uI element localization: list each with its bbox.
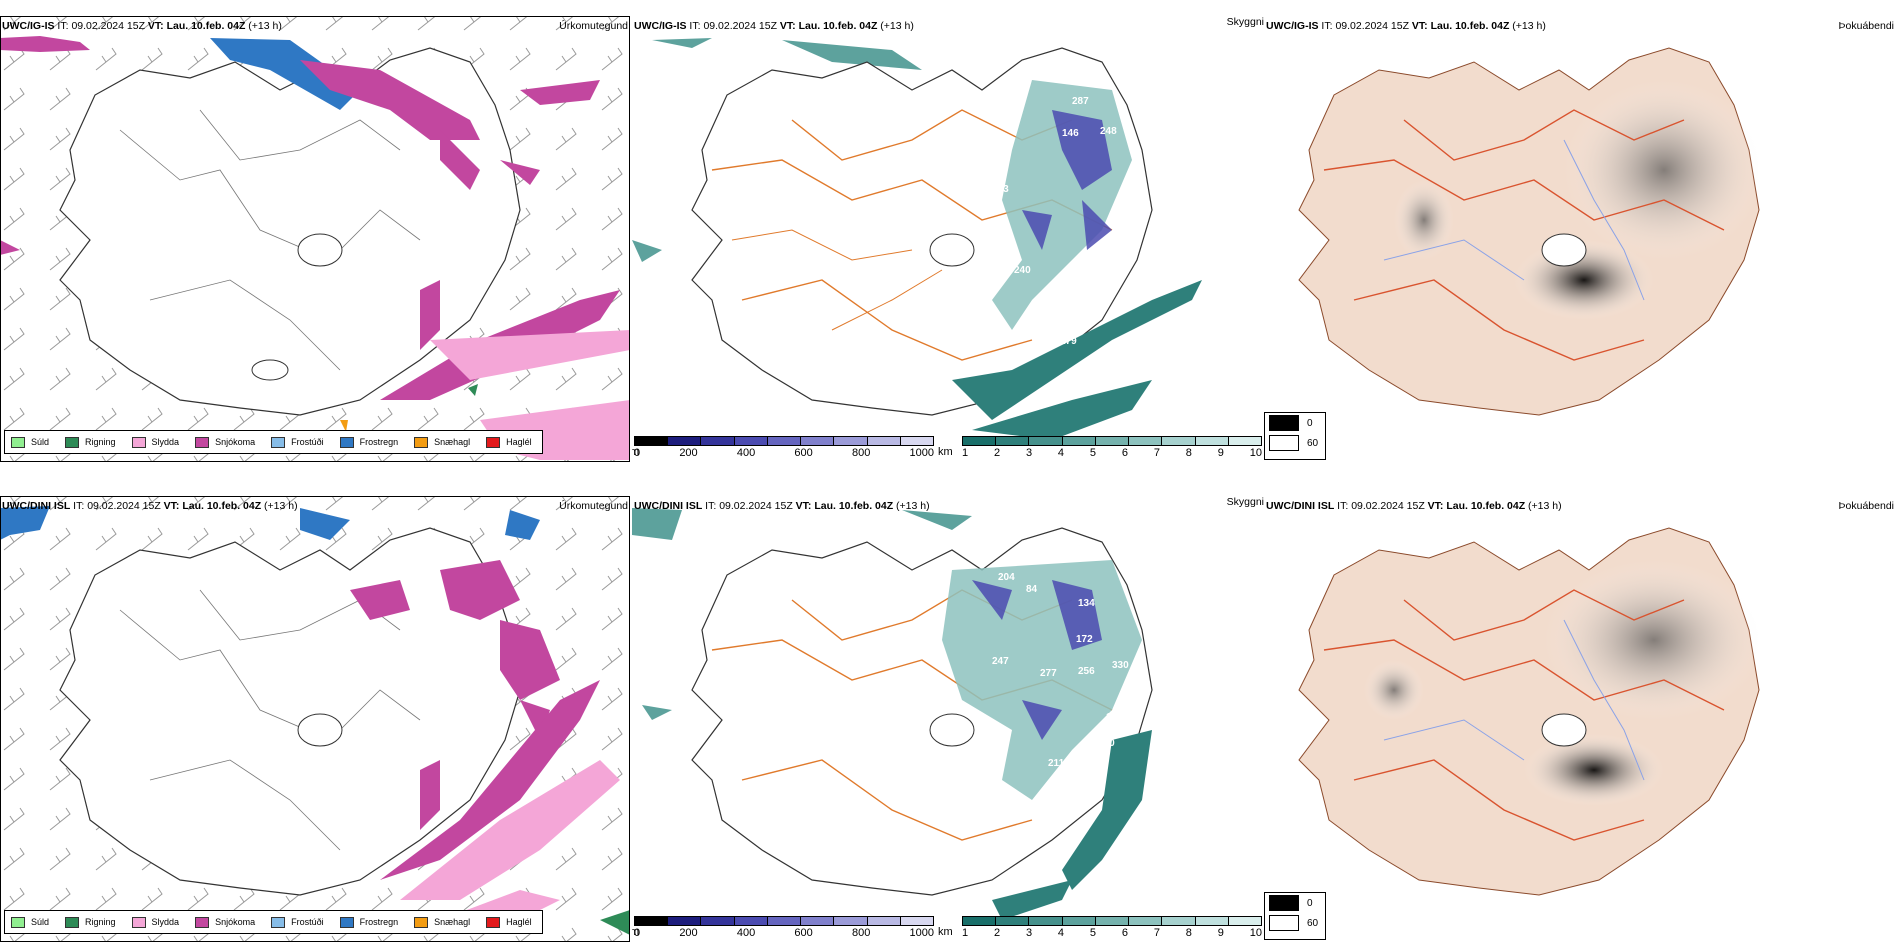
legend-swatch — [195, 436, 210, 448]
precip-type-map — [0, 497, 630, 941]
panel-visibility-top: UWC/IG-IS IT: 09.02.2024 15Z VT: Lau. 10… — [632, 0, 1264, 470]
panel-precip-type-bottom: UWC/DINI ISL IT: 09.02.2024 15Z VT: Lau.… — [0, 480, 632, 950]
panel-title: Skyggni — [1226, 16, 1264, 28]
legend-swatch — [271, 916, 286, 928]
legend-swatch — [486, 916, 501, 928]
panel-visibility-bottom: UWC/DINI ISL IT: 09.02.2024 15Z VT: Lau.… — [632, 480, 1264, 950]
fog-legend-top: 0 60 — [1264, 412, 1326, 460]
panel-title: Þokuábendi — [1838, 20, 1894, 32]
precip-type-legend: Súld Rigning Slydda Snjókoma Frostúði Fr… — [4, 430, 543, 454]
legend-item: Snæhagl — [414, 916, 470, 928]
forecast-header: UWC/IG-IS IT: 09.02.2024 15Z VT: Lau. 10… — [2, 20, 282, 32]
map-label: 148 — [1082, 286, 1099, 297]
legend-swatch — [271, 436, 286, 448]
visibility-unit: km — [938, 926, 953, 938]
forecast-header: UWC/IG-IS IT: 09.02.2024 15Z VT: Lau. 10… — [1266, 20, 1546, 32]
legend-swatch — [1269, 895, 1299, 911]
legend-swatch — [1269, 915, 1299, 931]
map-label: 240 — [1014, 265, 1031, 276]
legend-swatch — [339, 436, 354, 448]
map-label: 204 — [998, 572, 1015, 583]
legend-swatch — [414, 916, 429, 928]
visibility-map: 204 84 134 172 247 277 256 330 211 160 1… — [632, 508, 1153, 920]
panel-precip-type-top: UWC/IG-IS IT: 09.02.2024 15Z VT: Lau. 10… — [0, 0, 632, 470]
legend-item: Súld — [11, 916, 49, 928]
legend-item: Slydda — [131, 436, 179, 448]
panel-title: Þokuábendi — [1838, 500, 1894, 512]
legend-swatch — [65, 436, 80, 448]
legend-swatch — [11, 916, 25, 928]
legend-item: Snæhagl — [414, 436, 470, 448]
legend-item: Frostúði — [271, 436, 324, 448]
legend-swatch — [65, 916, 80, 928]
legend-item: Slydda — [131, 916, 179, 928]
panel-title: Skyggni — [1226, 496, 1264, 508]
precip-type-map — [0, 17, 630, 461]
map-label: 84 — [1026, 584, 1038, 595]
legend-swatch — [1269, 435, 1299, 451]
map-label: 279 — [1060, 336, 1077, 347]
legend-swatch — [131, 916, 146, 928]
legend-item: Súld — [11, 436, 49, 448]
legend-swatch — [486, 436, 501, 448]
legend-item: Frostregn — [339, 436, 398, 448]
model-row-dini-isl: UWC/DINI ISL IT: 09.02.2024 15Z VT: Lau.… — [0, 480, 1900, 950]
visibility-colorbar: 1 2 3 4 5 6 7 8 9 10 — [962, 436, 1262, 459]
map-label: 330 — [1112, 660, 1129, 671]
ceiling-unit: m — [632, 926, 640, 938]
map-label: 134 — [1078, 598, 1095, 609]
panel-title: Úrkomutegund — [559, 500, 628, 512]
map-label: 277 — [1040, 668, 1057, 679]
map-label: 248 — [1100, 126, 1117, 137]
map-label: 869 — [1004, 82, 1021, 93]
model-row-ig-is: UWC/IG-IS IT: 09.02.2024 15Z VT: Lau. 10… — [0, 0, 1900, 470]
map-label: 79 — [1097, 258, 1109, 269]
legend-item: Frostúði — [271, 916, 324, 928]
visibility-unit: km — [938, 446, 953, 458]
forecast-header: UWC/IG-IS IT: 09.02.2024 15Z VT: Lau. 10… — [634, 20, 914, 32]
legend-item: Snjókoma — [195, 916, 255, 928]
ceiling-colorbar: 0 200 400 600 800 1000 — [634, 436, 934, 459]
panel-fog-top: UWC/IG-IS IT: 09.02.2024 15Z VT: Lau. 10… — [1264, 0, 1900, 470]
legend-swatch — [11, 436, 25, 448]
legend-swatch — [195, 916, 210, 928]
map-label: 159 — [1056, 812, 1073, 823]
precip-type-legend: Súld Rigning Slydda Snjókoma Frostúði Fr… — [4, 910, 543, 934]
legend-swatch — [414, 436, 429, 448]
map-label: 287 — [1072, 96, 1089, 107]
forecast-header: UWC/DINI ISL IT: 09.02.2024 15Z VT: Lau.… — [2, 500, 298, 512]
ceiling-unit: m — [632, 446, 640, 458]
map-label: 268 — [1108, 240, 1125, 251]
map-label: 383 — [992, 184, 1009, 195]
panel-fog-bottom: UWC/DINI ISL IT: 09.02.2024 15Z VT: Lau.… — [1264, 480, 1900, 950]
forecast-header: UWC/DINI ISL IT: 09.02.2024 15Z VT: Lau.… — [1266, 500, 1562, 512]
legend-item: Snjókoma — [195, 436, 255, 448]
visibility-colorbar: 1 2 3 4 5 6 7 8 9 10 — [962, 916, 1262, 939]
legend-swatch — [339, 916, 354, 928]
legend-swatch — [1269, 415, 1299, 431]
map-label: 146 — [1062, 128, 1079, 139]
map-label: 247 — [992, 656, 1009, 667]
legend-item: Rigning — [65, 436, 116, 448]
fog-map — [1298, 527, 1764, 896]
legend-item: Rigning — [65, 916, 116, 928]
map-label: 211 — [1048, 758, 1065, 769]
legend-item: Haglél — [486, 916, 532, 928]
legend-item: Frostregn — [339, 916, 398, 928]
map-label: 172 — [1076, 634, 1093, 645]
legend-item: Haglél — [486, 436, 532, 448]
panel-title: Úrkomutegund — [559, 20, 628, 32]
map-label: 130 — [1106, 712, 1123, 723]
ceiling-colorbar: 0 200 400 600 800 1000 — [634, 916, 934, 939]
map-label: 160 — [1098, 738, 1115, 749]
legend-swatch — [131, 436, 146, 448]
fog-legend-bottom: 0 60 — [1264, 892, 1326, 940]
map-label: 256 — [1078, 666, 1095, 677]
visibility-map: 869 287 146 248 383 240 268 79 148 279 — [632, 38, 1202, 440]
forecast-header: UWC/DINI ISL IT: 09.02.2024 15Z VT: Lau.… — [634, 500, 930, 512]
fog-map — [1298, 47, 1764, 416]
